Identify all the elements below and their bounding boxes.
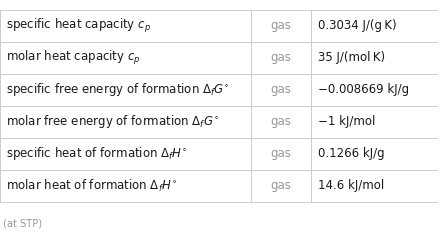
Text: −0.008669 kJ/g: −0.008669 kJ/g xyxy=(318,83,409,96)
Text: 14.6 kJ/mol: 14.6 kJ/mol xyxy=(318,179,384,192)
Text: gas: gas xyxy=(270,147,291,160)
Text: specific free energy of formation $\mathit{\Delta}_{f}\mathit{G}^{\circ}$: specific free energy of formation $\math… xyxy=(6,81,230,98)
Text: gas: gas xyxy=(270,83,291,96)
Text: specific heat of formation $\mathit{\Delta}_{f}\mathit{H}^{\circ}$: specific heat of formation $\mathit{\Del… xyxy=(6,145,187,162)
Text: −1 kJ/mol: −1 kJ/mol xyxy=(318,115,375,128)
Text: molar free energy of formation $\mathit{\Delta}_{f}\mathit{G}^{\circ}$: molar free energy of formation $\mathit{… xyxy=(6,113,219,130)
Text: (at STP): (at STP) xyxy=(3,218,42,228)
Text: molar heat of formation $\mathit{\Delta}_{f}\mathit{H}^{\circ}$: molar heat of formation $\mathit{\Delta}… xyxy=(6,178,177,194)
Text: gas: gas xyxy=(270,19,291,32)
Text: gas: gas xyxy=(270,115,291,128)
Text: molar heat capacity $\mathit{c}_{p}$: molar heat capacity $\mathit{c}_{p}$ xyxy=(6,49,141,67)
Text: gas: gas xyxy=(270,51,291,64)
Text: 0.3034 J/(g K): 0.3034 J/(g K) xyxy=(318,19,397,32)
Text: 0.1266 kJ/g: 0.1266 kJ/g xyxy=(318,147,385,160)
Text: gas: gas xyxy=(270,179,291,192)
Text: specific heat capacity $\mathit{c}_{p}$: specific heat capacity $\mathit{c}_{p}$ xyxy=(6,16,151,35)
Text: 35 J/(mol K): 35 J/(mol K) xyxy=(318,51,385,64)
